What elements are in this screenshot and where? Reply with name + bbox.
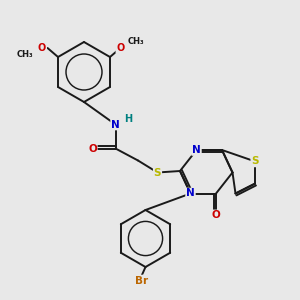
Text: N: N xyxy=(192,145,201,155)
Text: O: O xyxy=(38,43,46,53)
Text: O: O xyxy=(88,143,97,154)
Text: CH₃: CH₃ xyxy=(16,50,33,59)
Text: CH₃: CH₃ xyxy=(128,37,145,46)
Text: S: S xyxy=(154,167,161,178)
Text: N: N xyxy=(111,119,120,130)
Text: S: S xyxy=(251,156,259,167)
Text: Br: Br xyxy=(135,275,148,286)
Text: H: H xyxy=(124,114,132,124)
Text: O: O xyxy=(116,43,124,53)
Text: N: N xyxy=(186,188,195,199)
Text: O: O xyxy=(212,210,220,220)
